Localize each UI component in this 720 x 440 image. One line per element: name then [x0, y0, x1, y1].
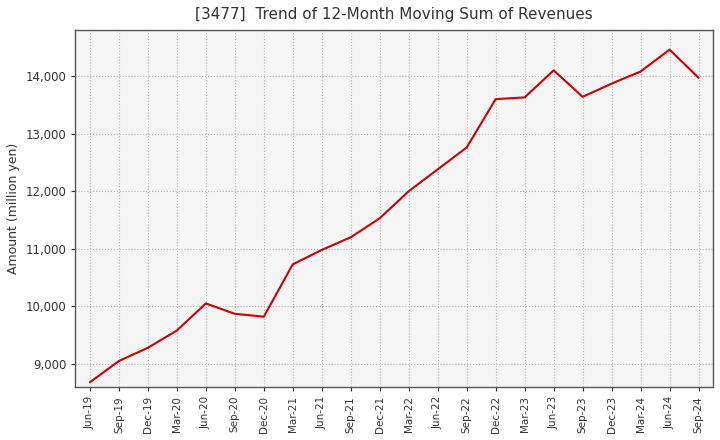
- Y-axis label: Amount (million yen): Amount (million yen): [7, 143, 20, 274]
- Title: [3477]  Trend of 12-Month Moving Sum of Revenues: [3477] Trend of 12-Month Moving Sum of R…: [195, 7, 593, 22]
